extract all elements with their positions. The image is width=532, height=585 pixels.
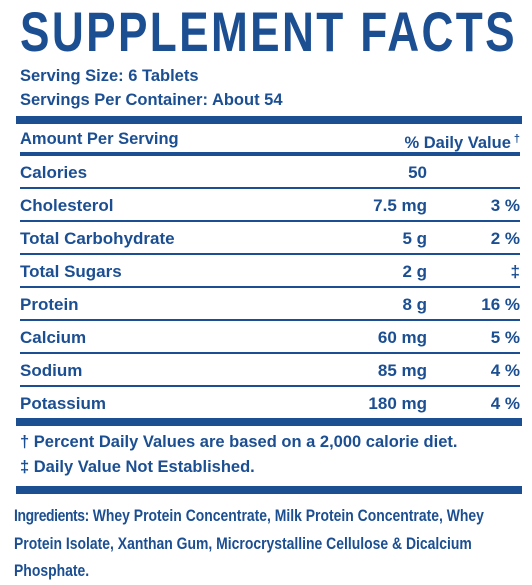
daily-value: 3 % — [490, 196, 520, 215]
nutrient-amount: 5 g — [402, 229, 427, 248]
nutrient-name: Total Sugars — [20, 262, 122, 281]
nutrient-row: Protein 8 g 16 % — [20, 288, 520, 321]
nutrient-row: Calories 50 — [20, 156, 520, 189]
title: SUPPLEMENT FACTS — [20, 0, 517, 63]
table-header: Amount Per Serving % Daily Value † — [20, 124, 520, 156]
nutrient-amount: 60 mg — [377, 328, 427, 347]
nutrient-name: Total Carbohydrate — [20, 229, 175, 248]
ingredients-text: Whey Protein Concentrate, Milk Protein C… — [14, 506, 484, 580]
nutrient-amount: 180 mg — [368, 394, 427, 413]
daily-value-header: % Daily Value † — [404, 124, 520, 152]
ingredients: Ingredients: Whey Protein Concentrate, M… — [14, 502, 529, 585]
daily-value: 5 % — [490, 328, 520, 347]
nutrient-amount: 85 mg — [377, 361, 427, 380]
divider — [16, 116, 522, 124]
serving-size: Serving Size: 6 Tablets — [20, 67, 199, 85]
nutrient-row: Calcium 60 mg 5 % — [20, 321, 520, 354]
daily-value: 16 % — [481, 295, 520, 314]
daily-value: 4 % — [490, 361, 520, 380]
nutrient-row: Cholesterol 7.5 mg 3 % — [20, 189, 520, 222]
nutrient-amount: 2 g — [402, 262, 427, 281]
daily-value: 2 % — [490, 229, 520, 248]
nutrient-row: Total Carbohydrate 5 g 2 % — [20, 222, 520, 255]
nutrient-name: Calcium — [20, 328, 87, 347]
divider — [16, 418, 522, 426]
daily-value: ‡ — [510, 262, 520, 281]
nutrient-name: Sodium — [20, 361, 83, 380]
nutrient-row: Sodium 85 mg 4 % — [20, 354, 520, 387]
nutrient-amount: 7.5 mg — [373, 196, 427, 215]
daily-value-text: % Daily Value — [404, 134, 511, 152]
dagger: † — [513, 133, 520, 145]
footnotes: † Percent Daily Values are based on a 2,… — [20, 426, 520, 480]
daily-value: 4 % — [490, 394, 520, 413]
daily-value — [427, 156, 520, 187]
footnote: † Percent Daily Values are based on a 2,… — [20, 433, 458, 451]
nutrient-name: Potassium — [20, 394, 106, 413]
nutrient-amount: 50 — [408, 163, 427, 182]
amount-header: Amount Per Serving — [20, 130, 179, 148]
nutrient-row: Total Sugars 2 g ‡ — [20, 255, 520, 288]
divider — [16, 486, 522, 494]
nutrient-name: Protein — [20, 295, 79, 314]
nutrient-amount: 8 g — [402, 295, 427, 314]
nutrient-name: Cholesterol — [20, 196, 114, 215]
nutrient-rows: Calories 50 Cholesterol 7.5 mg 3 % Total Carb… — [20, 156, 520, 418]
nutrient-name: Calories — [20, 163, 88, 182]
servings-per-container: Servings Per Container: About 54 — [20, 91, 283, 109]
ingredients-label: Ingredients: — [14, 506, 89, 525]
nutrient-row: Potassium 180 mg 4 % — [20, 387, 520, 418]
footnote: ‡ Daily Value Not Established. — [20, 458, 255, 476]
